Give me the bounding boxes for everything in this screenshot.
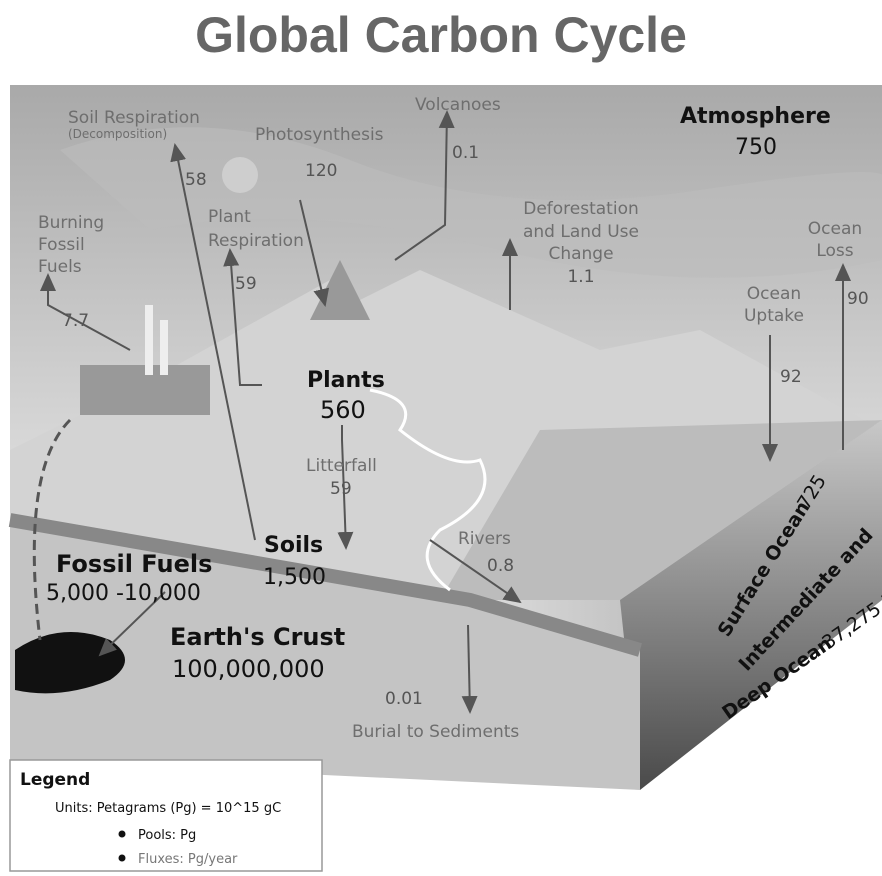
flux-label: Soil Respiration <box>68 108 200 128</box>
flux-label: Loss <box>816 241 853 261</box>
flux-label: Uptake <box>744 306 804 326</box>
legend-title: Legend <box>20 770 90 790</box>
flux-value: 120 <box>305 161 337 181</box>
flux-label: Plant <box>208 207 251 227</box>
flux-label: Ocean <box>808 219 862 239</box>
legend: Legend Units: Petagrams (Pg) = 10^15 gC … <box>10 760 322 871</box>
pool-value: 100,000,000 <box>172 655 325 683</box>
flux-label: Respiration <box>208 231 304 251</box>
flux-value: 7.7 <box>62 311 89 331</box>
flux-sublabel: (Decomposition) <box>68 127 167 141</box>
flux-value: 92 <box>780 367 802 387</box>
legend-units: Units: Petagrams (Pg) = 10^15 gC <box>55 801 281 816</box>
flux-label: Fossil <box>38 235 85 255</box>
flux-label: Change <box>548 244 613 264</box>
pool-value: 5,000 -10,000 <box>46 581 201 606</box>
flux-value: 0.01 <box>385 689 423 709</box>
flux-value: 59 <box>330 479 352 499</box>
flux-label: Rivers <box>458 529 511 549</box>
pool-value: 560 <box>320 396 366 424</box>
flux-label: Burning <box>38 213 104 233</box>
pool-value: 1,500 <box>263 565 326 590</box>
flux-label: Ocean <box>747 284 801 304</box>
flux-value: 0.8 <box>487 556 514 576</box>
flux-label: Burial to Sediments <box>352 722 519 742</box>
pool-label: Earth's Crust <box>170 623 345 651</box>
legend-item: Pools: Pg <box>138 828 196 843</box>
pool-label: Fossil Fuels <box>56 550 212 578</box>
flux-label: Fuels <box>38 257 82 277</box>
pool-value: 750 <box>735 135 777 160</box>
pool-label: Atmosphere <box>680 104 831 129</box>
diagram: Global Carbon Cycle Soil Respiration <box>0 0 882 872</box>
title: Global Carbon Cycle <box>195 7 687 63</box>
flux-label: Deforestation <box>523 199 639 219</box>
pool-label: Plants <box>307 368 385 393</box>
flux-value: 59 <box>235 274 257 294</box>
flux-label: Photosynthesis <box>255 125 384 145</box>
legend-item: Fluxes: Pg/year <box>138 852 238 867</box>
flux-value: 90 <box>847 289 869 309</box>
flux-value: 0.1 <box>452 143 479 163</box>
flux-label: and Land Use <box>523 222 639 242</box>
flux-label: Volcanoes <box>415 95 501 115</box>
pool-label: Soils <box>264 533 323 558</box>
flux-value: 58 <box>185 170 207 190</box>
flux-value: 1.1 <box>567 267 594 287</box>
flux-label: Litterfall <box>306 456 377 476</box>
